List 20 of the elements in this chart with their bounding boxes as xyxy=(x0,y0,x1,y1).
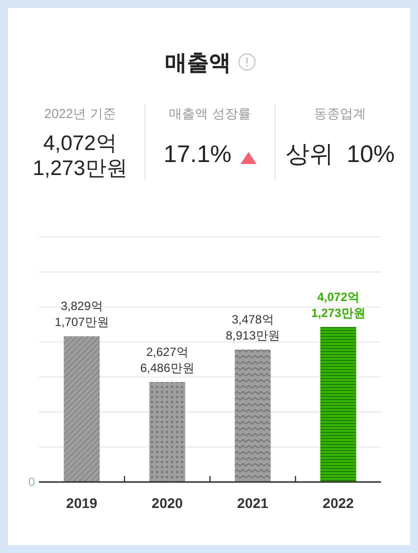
text: 상위 10% xyxy=(285,141,395,168)
text: 0 xyxy=(28,475,36,489)
text: 2022년 기준 xyxy=(44,106,116,121)
text: 매출액 xyxy=(165,50,231,75)
x-tick-label: 2020 xyxy=(152,495,184,511)
bar xyxy=(64,336,100,482)
text: 동종업계 xyxy=(314,106,366,121)
data-label: 4,072억 1,273만원 xyxy=(311,290,366,320)
x-tick-label: 2021 xyxy=(237,495,269,511)
text: 17.1% xyxy=(163,141,232,168)
text: 매출액 성장률 xyxy=(169,106,251,121)
data-label: 2,627억 6,486만원 xyxy=(140,345,194,376)
bar xyxy=(320,327,356,482)
bar xyxy=(234,350,271,482)
data-label: 3,478억 8,913만원 xyxy=(226,312,280,343)
data-label: 3,829억 1,707만원 xyxy=(54,299,109,330)
bar xyxy=(149,382,186,482)
x-tick-label: 2022 xyxy=(322,495,354,511)
x-tick-label: 2019 xyxy=(66,495,98,511)
text: 4,072억 1,273만원 xyxy=(32,132,128,180)
